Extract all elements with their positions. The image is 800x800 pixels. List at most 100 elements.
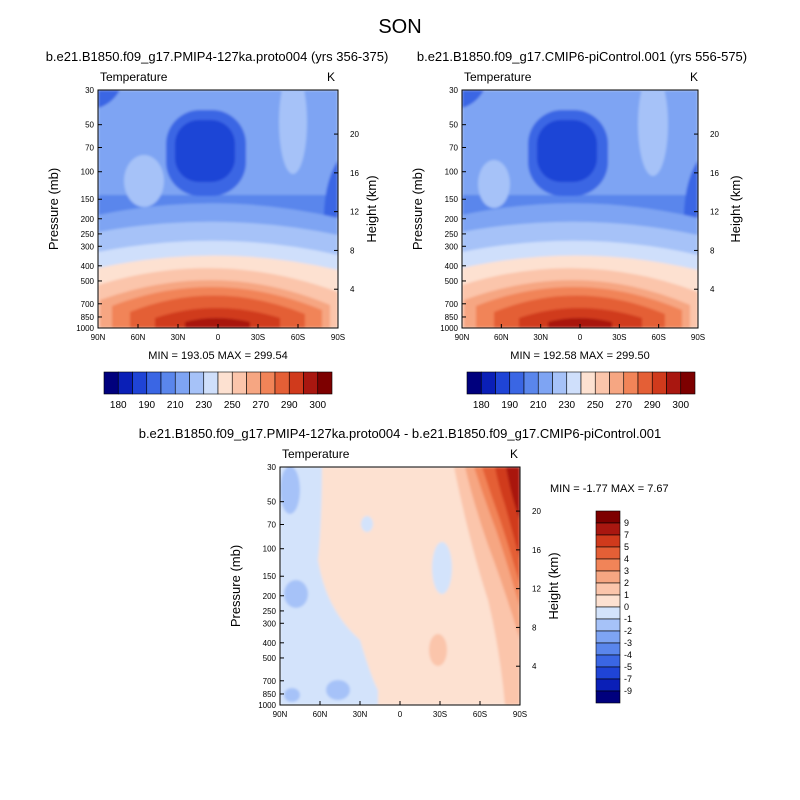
y-tick-label: 700: [81, 300, 95, 309]
x-tick-label: 90N: [91, 333, 106, 342]
colorbar: 180 190 210 230 250 270 290 300: [103, 371, 333, 411]
colorbar-tick-label: 290: [644, 400, 661, 411]
colorbar-swatch: [495, 371, 511, 395]
figure-title: SON: [378, 16, 421, 38]
colorbar-tick-label: 9: [624, 518, 629, 528]
units-label: K: [510, 447, 518, 461]
colorbar-swatch: [146, 371, 162, 395]
x-tick-label: 60N: [313, 710, 328, 719]
y-tick-label: 500: [263, 654, 277, 663]
colorbar-swatch: [595, 606, 621, 620]
colorbar-swatch: [246, 371, 262, 395]
colorbar-swatch: [189, 371, 205, 395]
y-tick-label: 30: [449, 86, 458, 95]
x-tick-label: 30S: [433, 710, 447, 719]
y-tick-label: 850: [263, 690, 277, 699]
colorbar: 9 7 5 4 3 2 1 0 -1 -2 -3 -4 -5 -7 -9: [595, 510, 632, 704]
height-tick-label: 8: [710, 246, 715, 255]
y-tick-label: 30: [267, 463, 276, 472]
colorbar-swatch: [595, 582, 621, 596]
units-label: K: [690, 70, 698, 84]
colorbar-swatch: [595, 546, 621, 560]
x-tick-label: 90N: [273, 710, 288, 719]
height-tick-label: 16: [710, 169, 719, 178]
height-tick-label: 20: [532, 507, 541, 516]
colorbar-swatch: [509, 371, 525, 395]
height-tick-label: 12: [710, 208, 719, 217]
y-tick-label: 150: [81, 195, 95, 204]
height-tick-label: 16: [350, 169, 359, 178]
height-tick-label: 4: [350, 285, 355, 294]
y-tick-label: 50: [449, 121, 458, 130]
y-tick-label: 300: [263, 619, 277, 628]
y-tick-label: 200: [445, 215, 459, 224]
colorbar-swatch: [651, 371, 667, 395]
colorbar-swatch: [103, 371, 119, 395]
colorbar-swatch: [303, 371, 319, 395]
colorbar-swatch: [160, 371, 176, 395]
colorbar-tick-label: 7: [624, 530, 629, 540]
colorbar-swatch: [174, 371, 190, 395]
colorbar-swatch: [317, 371, 333, 395]
units-label: K: [327, 70, 335, 84]
height-axis-label: Height (km): [364, 175, 379, 242]
colorbar-swatch: [274, 371, 290, 395]
colorbar-tick-label: 5: [624, 542, 629, 552]
colorbar-tick-label: 230: [558, 400, 575, 411]
variable-label: Temperature: [282, 447, 350, 461]
x-tick-label: 60S: [652, 333, 666, 342]
x-tick-label: 0: [398, 710, 403, 719]
y-tick-label: 1000: [440, 324, 458, 333]
colorbar-tick-label: 180: [110, 400, 127, 411]
x-tick-label: 90S: [691, 333, 705, 342]
colorbar-swatch: [594, 371, 610, 395]
min-max-label: MIN = 193.05 MAX = 299.54: [148, 350, 287, 362]
panel-pmip4-temperature: b.e21.B1850.f09_g17.PMIP4-127ka.proto004…: [46, 49, 389, 411]
y-tick-label: 200: [263, 592, 277, 601]
colorbar-tick-label: 190: [501, 400, 518, 411]
colorbar-swatch: [595, 558, 621, 572]
colorbar-tick-label: -2: [624, 626, 632, 636]
height-tick-label: 8: [350, 246, 355, 255]
colorbar-swatch: [595, 522, 621, 536]
colorbar-swatch: [480, 371, 496, 395]
colorbar-swatch: [595, 642, 621, 656]
colorbar-swatch: [623, 371, 639, 395]
y-axis-label: Pressure (mb): [46, 168, 61, 250]
colorbar-tick-label: -5: [624, 662, 632, 672]
colorbar-swatch: [523, 371, 539, 395]
colorbar-tick-label: -9: [624, 686, 632, 696]
colorbar-tick-label: 4: [624, 554, 629, 564]
y-tick-label: 250: [445, 230, 459, 239]
colorbar-tick-label: 2: [624, 578, 629, 588]
y-tick-label: 1000: [76, 324, 94, 333]
colorbar-tick-label: 3: [624, 566, 629, 576]
y-tick-label: 70: [449, 144, 458, 153]
colorbar-tick-label: 250: [587, 400, 604, 411]
x-tick-label: 90S: [331, 333, 345, 342]
height-tick-label: 20: [710, 130, 719, 139]
colorbar-tick-label: 210: [530, 400, 547, 411]
colorbar-swatch: [580, 371, 596, 395]
colorbar-swatch: [595, 666, 621, 680]
x-tick-label: 90S: [513, 710, 527, 719]
colorbar-swatch: [537, 371, 553, 395]
y-tick-label: 500: [81, 277, 95, 286]
colorbar-swatch: [260, 371, 276, 395]
height-tick-label: 20: [350, 130, 359, 139]
colorbar-swatch: [466, 371, 482, 395]
height-tick-label: 12: [532, 585, 541, 594]
colorbar-tick-label: 1: [624, 590, 629, 600]
colorbar-tick-label: 290: [281, 400, 298, 411]
x-tick-label: 0: [578, 333, 583, 342]
colorbar-swatch: [680, 371, 696, 395]
y-tick-label: 250: [263, 607, 277, 616]
x-tick-label: 90N: [455, 333, 470, 342]
colorbar-tick-label: -7: [624, 674, 632, 684]
y-tick-label: 1000: [258, 701, 276, 710]
y-tick-label: 250: [81, 230, 95, 239]
colorbar-swatch: [595, 630, 621, 644]
y-tick-label: 700: [263, 677, 277, 686]
y-tick-label: 70: [267, 521, 276, 530]
colorbar-tick-label: 270: [615, 400, 632, 411]
